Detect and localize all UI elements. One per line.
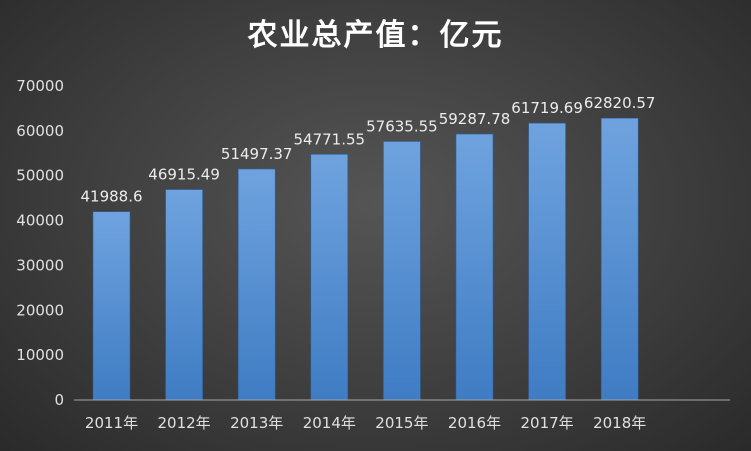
y-tick-label: 40000 [16,212,64,230]
bars [92,117,639,401]
x-tick-label: 2015年 [375,414,428,432]
bar-2016年 [455,133,494,401]
y-tick-label: 0 [54,391,64,409]
data-label: 54771.55 [294,130,366,148]
data-label: 41988.6 [80,188,142,206]
x-axis-labels: 2011年 2012年 2013年 2014年 2015年 2016年 2017年 2018年 [85,414,646,432]
data-label: 46915.49 [148,166,220,184]
y-tick-label: 60000 [16,122,64,140]
data-label: 62820.57 [584,94,656,112]
bar-2013年 [237,168,276,401]
x-tick-label: 2016年 [448,414,501,432]
bar-2014年 [310,154,349,401]
bar-2015年 [383,141,421,401]
x-tick-label: 2011年 [85,414,138,432]
y-tick-label: 20000 [16,301,64,319]
y-tick-label: 10000 [16,346,64,364]
data-label: 59287.78 [439,110,511,128]
y-axis-ticks: 0 10000 20000 30000 40000 50000 60000 70000 [16,77,64,409]
data-label: 61719.69 [511,99,583,117]
x-tick-label: 2013年 [230,414,283,432]
x-tick-label: 2017年 [521,414,574,432]
x-tick-label: 2014年 [303,414,356,432]
y-tick-label: 30000 [16,256,64,274]
bar-2011年 [92,211,131,401]
data-label: 57635.55 [366,117,438,135]
bar-2017年 [528,122,566,401]
chart-title: 农业总产值：亿元 [247,18,504,53]
x-tick-label: 2012年 [158,414,211,432]
data-label: 51497.37 [221,145,293,163]
y-tick-label: 70000 [16,77,64,95]
x-tick-label: 2018年 [593,414,646,432]
bar-2012年 [165,189,203,401]
y-tick-label: 50000 [16,167,64,185]
bar-2018年 [600,117,639,401]
